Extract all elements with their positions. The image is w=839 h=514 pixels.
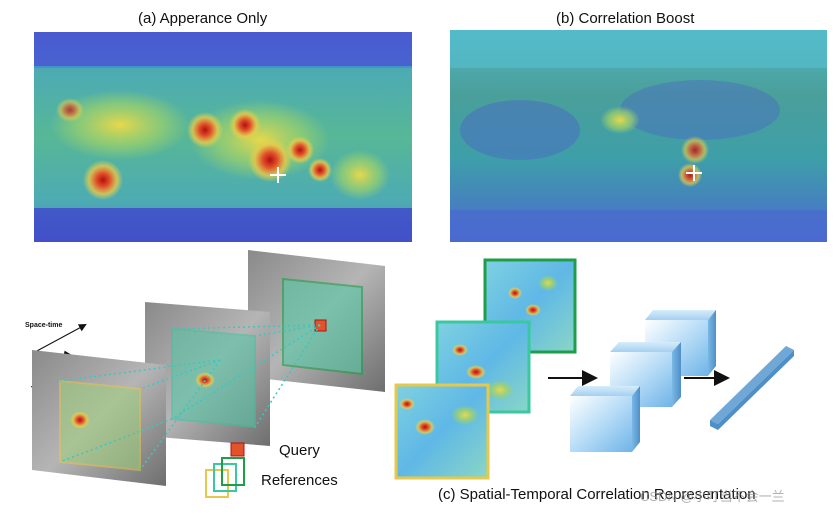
panel-a-title: (a) Apperance Only xyxy=(138,10,268,27)
legend-query-icon xyxy=(230,442,245,457)
network-cube-1 xyxy=(570,386,640,452)
feature-vector-bar xyxy=(710,346,794,430)
frame-3 xyxy=(248,250,385,392)
frame-1 xyxy=(32,350,166,486)
legend-references-icon xyxy=(205,457,245,498)
space-time-label: Space-time xyxy=(25,322,63,329)
correlation-map-1 xyxy=(394,383,490,480)
query-crosshair-icon xyxy=(686,165,702,181)
heatmap-appearance-only xyxy=(34,32,412,242)
network-cube-2 xyxy=(610,342,681,407)
panel-b-title: (b) Correlation Boost xyxy=(556,10,695,27)
panel-c-title: (c) Spatial-Temporal Correlation Represe… xyxy=(438,486,756,503)
query-crosshair-icon xyxy=(270,167,286,183)
correlation-lines xyxy=(59,324,321,471)
frame-2 xyxy=(145,302,270,446)
legend-query-label: Query xyxy=(279,442,320,459)
legend-references-label: References xyxy=(261,472,338,489)
heatmap-correlation-boost xyxy=(450,30,827,242)
watermark: CSDN @小叮当不会一兰 xyxy=(640,489,785,504)
